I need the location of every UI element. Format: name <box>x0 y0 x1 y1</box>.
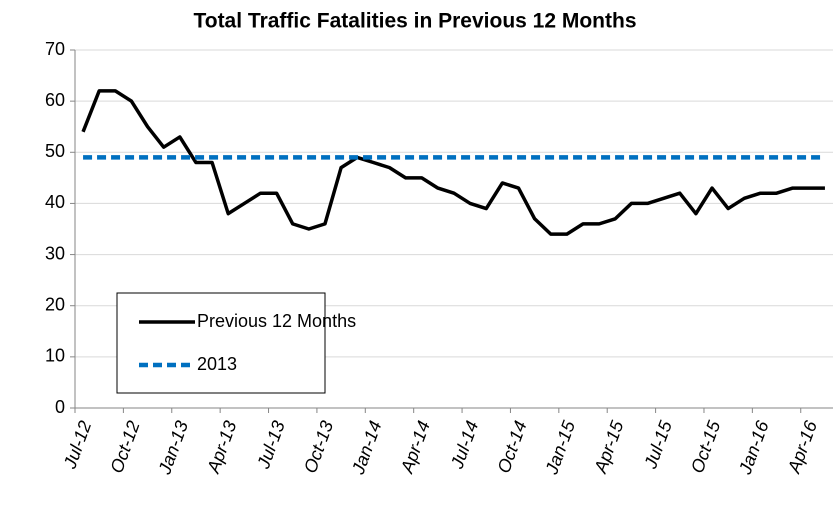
x-tick-label: Jan-13 <box>154 418 192 478</box>
x-tick-label: Jul-14 <box>446 418 482 472</box>
legend: Previous 12 Months 2013 <box>116 292 356 394</box>
legend-label: 2013 <box>197 354 237 374</box>
y-tick-label: 20 <box>45 294 65 314</box>
y-tick-label: 60 <box>45 90 65 110</box>
y-tick-label: 10 <box>45 346 65 366</box>
x-tick-label: Apr-16 <box>784 417 822 476</box>
x-tick-label: Jul-15 <box>640 417 676 472</box>
y-tick-label: 70 <box>45 39 65 59</box>
chart-title: Total Traffic Fatalities in Previous 12 … <box>193 10 636 33</box>
x-tick-label: Jan-15 <box>541 417 579 477</box>
x-tick-label: Jul-12 <box>59 418 95 472</box>
x-tick-label: Jan-14 <box>348 418 386 478</box>
x-tick-label: Apr-15 <box>590 417 628 476</box>
x-tick-label: Oct-12 <box>106 418 143 476</box>
y-tick-label: 30 <box>45 243 65 263</box>
y-tick-label: 40 <box>45 192 65 212</box>
x-tick-label: Oct-13 <box>300 418 337 476</box>
legend-label: Previous 12 Months <box>197 311 356 331</box>
x-tick-label: Jul-13 <box>253 418 289 472</box>
y-tick-label: 0 <box>55 397 65 417</box>
x-tick-label: Apr-14 <box>396 418 434 476</box>
x-tick-label: Oct-15 <box>687 417 725 476</box>
x-tick-label: Jan-16 <box>735 417 773 477</box>
legend-box <box>116 292 326 394</box>
line-series <box>81 89 825 236</box>
x-tick-label: Oct-14 <box>493 418 530 476</box>
y-tick-label: 50 <box>45 141 65 161</box>
x-tick-label: Apr-13 <box>203 418 241 476</box>
